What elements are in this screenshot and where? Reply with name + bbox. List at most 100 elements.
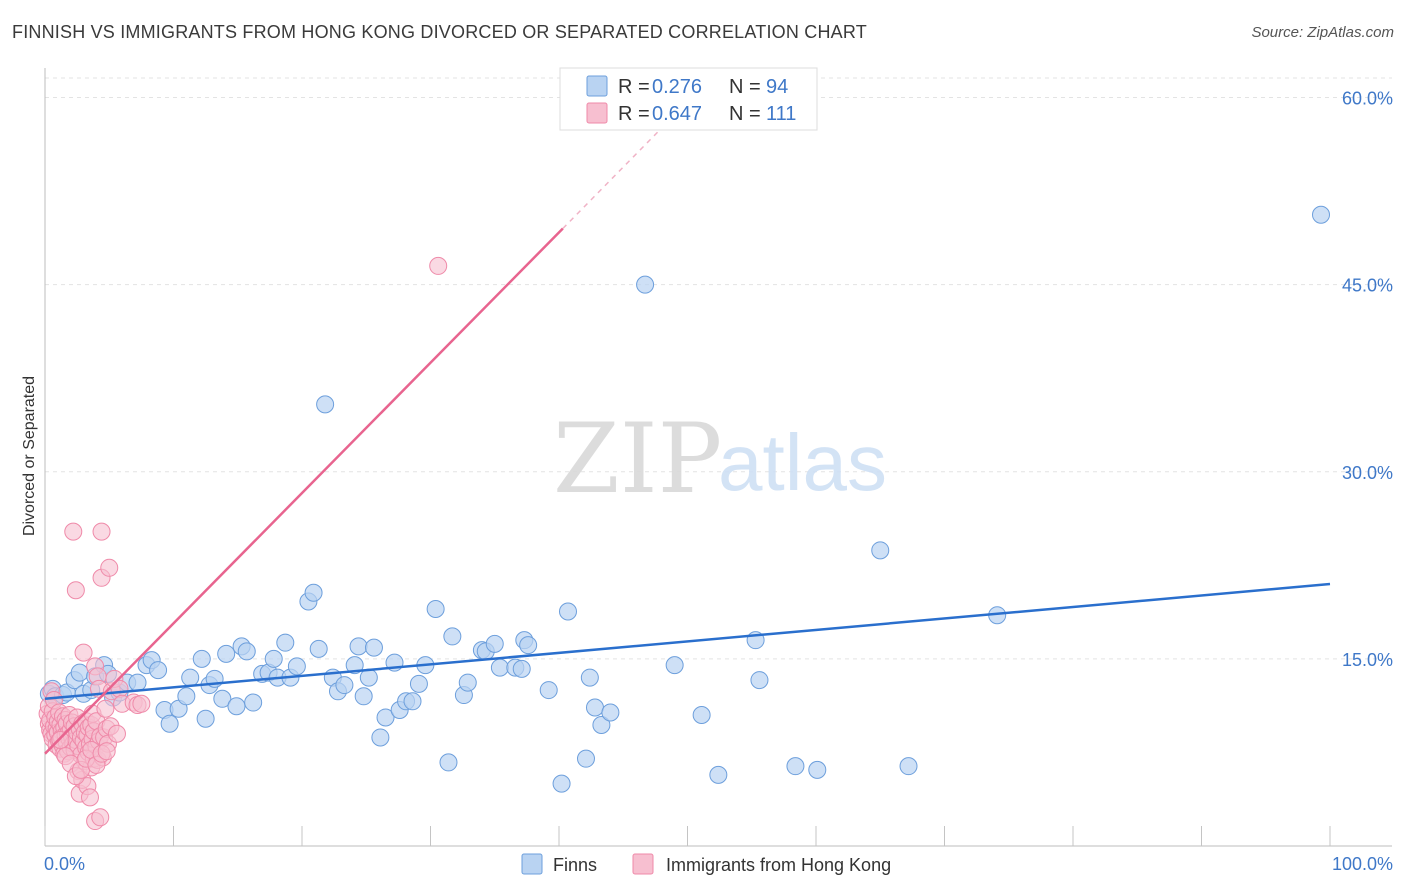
legend-r-value-hk: 0.647 [652,103,702,125]
finns-point [439,753,458,772]
finns-point [345,656,364,675]
bottom-legend: Finns Immigrants from Hong Kong [521,853,891,875]
finns-point [244,693,263,712]
finns-point [1312,205,1331,224]
finns-point [636,275,655,294]
finns-point [264,649,283,668]
legend-swatch-finns [586,75,608,97]
hk-trend-extension [562,116,673,230]
finns-point [665,656,684,675]
finns-point [576,749,595,768]
hk-point [51,730,70,749]
y-axis-label: Divorced or Separated [21,376,38,536]
chart-title: FINNISH VS IMMIGRANTS FROM HONG KONG DIV… [12,22,867,42]
finns-point [592,715,611,734]
finns-point [364,638,383,657]
hk-point [429,256,448,275]
finns-point [192,649,211,668]
y-tick-label: 45.0% [1342,276,1393,296]
finns-point [808,760,827,779]
finns-point [376,708,395,727]
trend-lines [44,116,1331,755]
finns-point [871,541,890,560]
finns-point [371,728,390,747]
legend-n-value-hk: 111 [766,103,796,125]
y-tick-label: 30.0% [1342,463,1393,483]
watermark-atlas: atlas [718,418,887,507]
hk-point [107,724,126,743]
hk-point [91,808,110,827]
bottom-legend-swatch-finns [521,853,543,875]
finns-point [585,698,604,717]
legend-n-label-hk: N = [729,103,761,125]
hk-point [80,788,99,807]
finns-point [409,674,428,693]
gridlines [45,77,1392,660]
hk-point [66,581,85,600]
finns-point [512,659,531,678]
hk-point [92,522,111,541]
y-tick-label: 60.0% [1342,89,1393,109]
finns-point [485,634,504,653]
x-tick-label-min: 0.0% [44,854,85,874]
legend-box: R = 0.276 N = 94 R = 0.647 N = 111 [559,67,818,131]
finns-point [539,681,558,700]
legend-n-value-finns: 94 [766,76,788,98]
finns-point [786,757,805,776]
finns-point [458,673,477,692]
finns-point [349,637,368,656]
finns-point [354,687,373,706]
finns-point [519,636,538,655]
finns-point [601,703,620,722]
finns-point [403,692,422,711]
hk-point [97,742,116,761]
finns-point [316,395,335,414]
finns-point [692,706,711,725]
finns-point [580,668,599,687]
watermark: ZIP atlas [553,403,887,515]
finns-point [213,689,232,708]
bottom-legend-label-hk: Immigrants from Hong Kong [666,855,891,875]
source-label: Source: ZipAtlas.com [1251,24,1394,41]
finns-trend-line [44,582,1331,701]
x-ticks [44,826,1331,846]
hk-trend-line [44,227,564,755]
hk-point [74,643,93,662]
legend-swatch-hk [586,102,608,124]
hk-point [96,699,115,718]
finns-point [558,602,577,621]
y-tick-labels: 15.0% 30.0% 45.0% 60.0% [1342,89,1393,670]
hk-point [132,694,151,713]
finns-point [227,697,246,716]
legend-r-label-hk: R = [618,103,650,125]
watermark-zip: ZIP [553,403,722,515]
finns-point [709,765,728,784]
bottom-legend-label-finns: Finns [553,855,597,875]
finns-point [149,661,168,680]
hk-point [100,558,119,577]
finns-point [181,668,200,687]
x-tick-label-max: 100.0% [1332,854,1393,874]
finns-point [128,673,147,692]
finns-point [490,658,509,677]
legend-r-value-finns: 0.276 [652,76,702,98]
finns-point [899,757,918,776]
finns-point [70,663,89,682]
finns-point [426,599,445,618]
finns-point [750,671,769,690]
finns-point [335,676,354,695]
hk-point [64,522,83,541]
finns-point [304,583,323,602]
finns-point [287,657,306,676]
y-tick-label: 15.0% [1342,650,1393,670]
finns-point [552,774,571,793]
finns-point [237,642,256,661]
finns-point [160,714,179,733]
finns-point [196,709,215,728]
bottom-legend-swatch-hk [632,853,654,875]
finns-point [276,633,295,652]
finns-point [443,627,462,646]
finns-point [177,687,196,706]
legend-r-label-finns: R = [618,76,650,98]
